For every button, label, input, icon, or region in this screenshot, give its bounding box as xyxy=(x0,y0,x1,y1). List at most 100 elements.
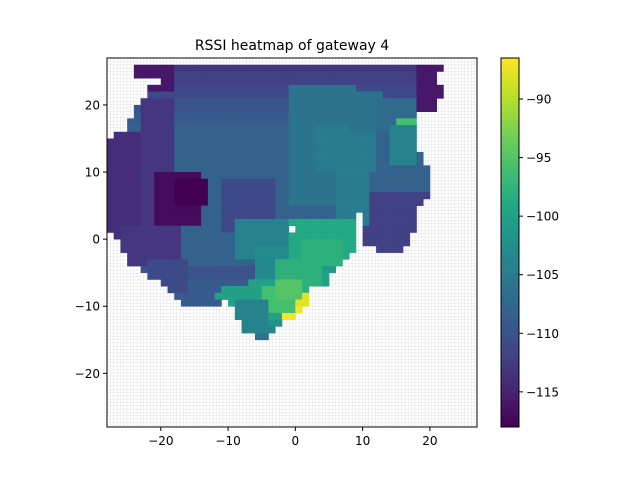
heatmap-cell xyxy=(275,111,283,119)
heatmap-cell xyxy=(315,138,323,146)
heatmap-cell xyxy=(133,212,141,220)
heatmap-cell xyxy=(308,232,316,240)
heatmap-cell xyxy=(147,265,155,274)
heatmap-cell xyxy=(403,158,411,166)
heatmap-cell xyxy=(268,91,276,99)
heatmap-cell xyxy=(207,78,215,86)
heatmap-cell xyxy=(288,185,296,193)
heatmap-cell xyxy=(275,239,283,247)
heatmap-cell xyxy=(241,225,249,233)
heatmap-cell xyxy=(409,219,417,227)
heatmap-cell xyxy=(396,145,404,153)
heatmap-cell xyxy=(113,172,121,180)
heatmap-cell xyxy=(315,172,323,180)
heatmap-cell xyxy=(302,286,310,294)
heatmap-cell xyxy=(228,91,236,99)
heatmap-cell xyxy=(389,84,397,92)
heatmap-cell xyxy=(261,239,269,247)
heatmap-cell xyxy=(174,118,182,126)
heatmap-cell xyxy=(362,212,370,220)
heatmap-cell xyxy=(261,326,269,334)
heatmap-cell xyxy=(221,78,229,86)
heatmap-cell xyxy=(214,111,222,119)
heatmap-cell xyxy=(127,151,135,159)
heatmap-cell xyxy=(329,239,337,247)
heatmap-cell xyxy=(174,205,182,213)
heatmap-cell xyxy=(335,118,343,126)
heatmap-cell xyxy=(207,239,215,247)
heatmap-cell xyxy=(295,272,303,280)
heatmap-cell xyxy=(248,125,256,133)
heatmap-cell xyxy=(207,198,215,206)
heatmap-cell xyxy=(349,172,357,180)
heatmap-cell xyxy=(308,84,316,92)
heatmap-cell xyxy=(369,165,377,173)
heatmap-cell xyxy=(335,239,343,247)
heatmap-cell xyxy=(255,319,263,327)
heatmap-cell xyxy=(329,125,337,133)
heatmap-cell xyxy=(335,205,343,213)
heatmap-cell xyxy=(120,158,128,166)
heatmap-cell xyxy=(147,178,155,186)
heatmap-cell xyxy=(154,259,162,267)
heatmap-cell xyxy=(389,98,397,106)
heatmap-cell xyxy=(389,245,397,253)
heatmap-cell xyxy=(322,192,330,200)
heatmap-cell xyxy=(160,265,168,274)
heatmap-cell xyxy=(288,198,296,206)
colorbar-tick-label: −105 xyxy=(526,268,559,282)
heatmap-cell xyxy=(268,232,276,240)
heatmap-cell xyxy=(154,138,162,146)
heatmap-cell xyxy=(214,192,222,200)
heatmap-cell xyxy=(281,225,289,233)
heatmap-cell xyxy=(255,265,263,274)
heatmap-cell xyxy=(187,71,195,79)
heatmap-cell xyxy=(268,151,276,159)
heatmap-cell xyxy=(207,292,215,300)
heatmap-cell xyxy=(133,219,141,227)
heatmap-cell xyxy=(295,212,303,220)
heatmap-cell xyxy=(295,239,303,247)
heatmap-cell xyxy=(234,91,242,99)
heatmap-cell xyxy=(241,312,249,321)
heatmap-cell xyxy=(194,192,202,200)
chart-title: RSSI heatmap of gateway 4 xyxy=(195,38,389,54)
heatmap-cell xyxy=(187,78,195,86)
heatmap-cell xyxy=(369,158,377,166)
heatmap-cell xyxy=(234,279,242,287)
heatmap-cell xyxy=(174,172,182,180)
heatmap-cell xyxy=(423,192,431,200)
heatmap-cell xyxy=(281,306,289,314)
heatmap-cell xyxy=(160,272,168,280)
heatmap-cell xyxy=(342,165,350,173)
heatmap-cell xyxy=(268,111,276,119)
heatmap-cell xyxy=(342,98,350,106)
heatmap-cell xyxy=(181,84,189,92)
heatmap-cell xyxy=(261,286,269,294)
heatmap-cell xyxy=(147,145,155,153)
heatmap-cell xyxy=(382,205,390,213)
heatmap-cell xyxy=(389,118,397,126)
heatmap-cell xyxy=(268,118,276,126)
heatmap-cell xyxy=(389,232,397,240)
heatmap-cell xyxy=(228,145,236,153)
heatmap-cell xyxy=(187,192,195,200)
heatmap-cell xyxy=(355,165,363,173)
heatmap-cell xyxy=(207,138,215,146)
heatmap-cell xyxy=(167,225,175,233)
heatmap-cell xyxy=(403,84,411,92)
heatmap-cell xyxy=(403,232,411,240)
heatmap-cell xyxy=(261,212,269,220)
heatmap-cell xyxy=(281,125,289,133)
heatmap-cell xyxy=(268,104,276,113)
heatmap-cell xyxy=(167,104,175,113)
heatmap-cell xyxy=(127,125,135,133)
heatmap-cell xyxy=(201,292,209,300)
heatmap-cell xyxy=(133,252,141,260)
heatmap-cell xyxy=(120,212,128,220)
heatmap-cell xyxy=(201,84,209,92)
heatmap-cell xyxy=(409,165,417,173)
heatmap-cell xyxy=(288,272,296,280)
heatmap-cell xyxy=(349,178,357,186)
heatmap-cell xyxy=(201,178,209,186)
